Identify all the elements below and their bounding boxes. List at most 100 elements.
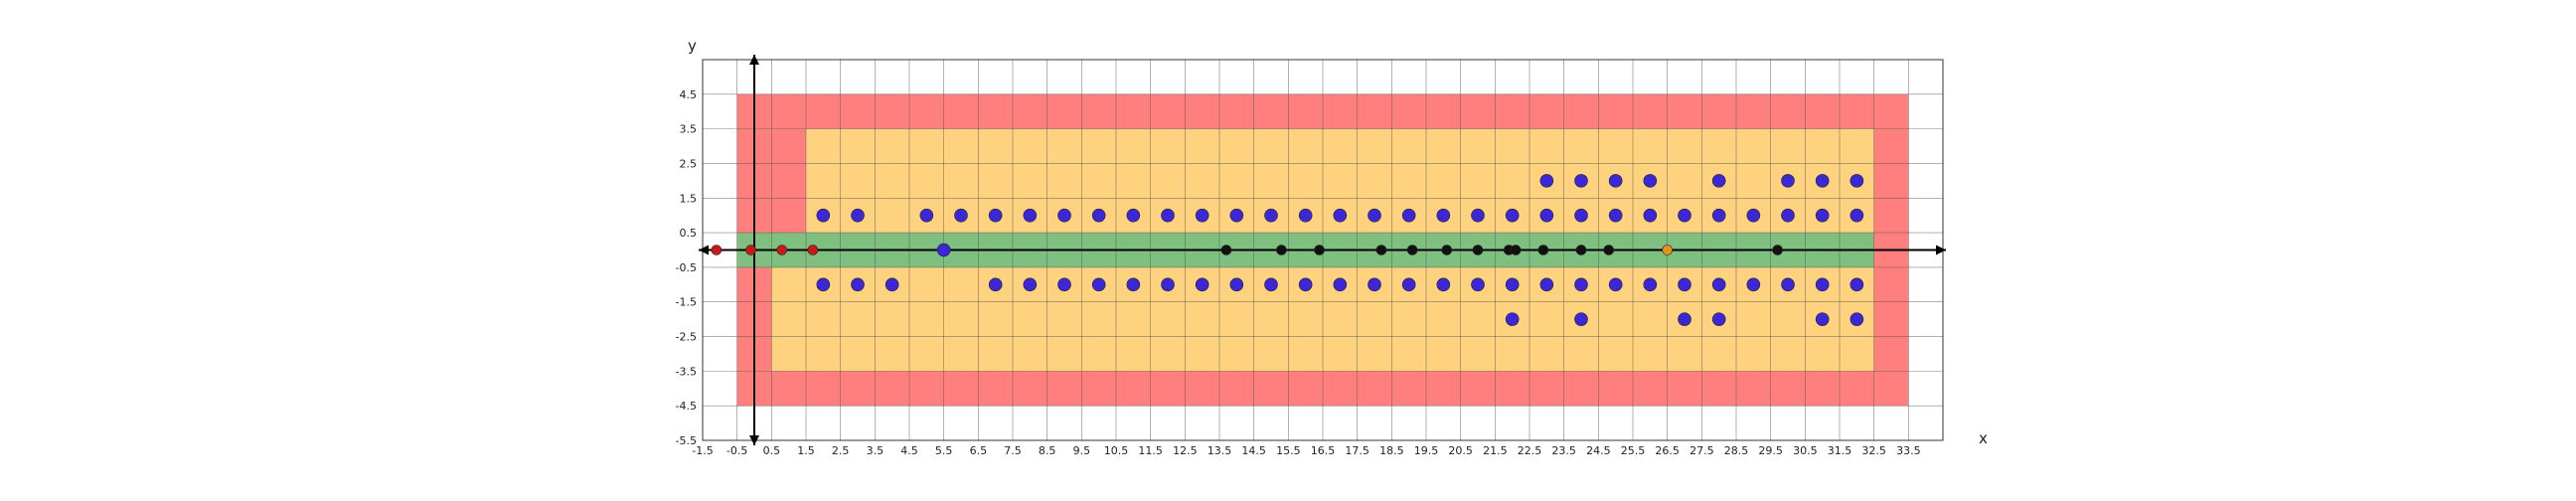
data-point [816, 208, 831, 223]
x-tick-label: 10.5 [1104, 444, 1129, 457]
data-point [1023, 208, 1038, 223]
data-point [851, 208, 865, 223]
data-point [1161, 208, 1175, 223]
data-point [1815, 174, 1830, 188]
x-tick-label: 5.5 [935, 444, 953, 457]
data-point [1333, 277, 1348, 292]
data-point [745, 245, 756, 255]
data-point [1815, 208, 1830, 223]
data-point [1091, 277, 1106, 292]
x-tick-label: 3.5 [867, 444, 885, 457]
x-tick-label: 26.5 [1655, 444, 1680, 457]
y-tick-label: -0.5 [676, 261, 697, 274]
data-point [1471, 277, 1485, 292]
data-point [851, 277, 865, 292]
data-point [1574, 174, 1588, 188]
data-point [1441, 245, 1453, 255]
y-tick-label: -1.5 [676, 296, 697, 309]
data-point [1314, 245, 1325, 255]
data-point [1608, 277, 1623, 292]
data-point [1608, 174, 1623, 188]
data-point [776, 245, 788, 255]
data-point [1711, 174, 1726, 188]
x-tick-label: 11.5 [1138, 444, 1163, 457]
data-point [1850, 174, 1864, 188]
data-point [1643, 208, 1658, 223]
data-point [1161, 277, 1175, 292]
x-tick-label: 15.5 [1276, 444, 1301, 457]
y-axis-label: y [688, 37, 697, 55]
data-point [1195, 277, 1209, 292]
data-point [1276, 245, 1287, 255]
x-axis-arrow-right [1936, 245, 1946, 255]
x-axis-label: x [1979, 429, 1988, 447]
data-point [1781, 174, 1795, 188]
points-layer [711, 174, 1864, 326]
data-point [1375, 245, 1387, 255]
data-point [1368, 208, 1381, 223]
data-point [1505, 208, 1520, 223]
y-tick-label: 1.5 [680, 192, 698, 205]
x-tick-label: 7.5 [1004, 444, 1022, 457]
data-point [1781, 208, 1795, 223]
data-point [1539, 277, 1554, 292]
x-tick-label: 24.5 [1586, 444, 1611, 457]
x-tick-label: 0.5 [763, 444, 781, 457]
data-point [1091, 208, 1106, 223]
x-axis-arrow-left [699, 245, 709, 255]
x-tick-label: 9.5 [1073, 444, 1091, 457]
data-point [1298, 277, 1313, 292]
data-point [885, 277, 899, 292]
data-point [1126, 277, 1141, 292]
data-point [1229, 208, 1244, 223]
y-axis-arrow-down [749, 435, 759, 445]
data-point [1436, 208, 1451, 223]
data-point [1057, 208, 1071, 223]
data-point [1781, 277, 1795, 292]
x-tick-label: 20.5 [1448, 444, 1473, 457]
y-tick-label: -2.5 [676, 331, 697, 344]
data-point [1264, 208, 1278, 223]
data-point [1539, 174, 1554, 188]
data-point [1472, 245, 1484, 255]
data-point [919, 208, 934, 223]
data-point [1603, 245, 1615, 255]
data-point [1195, 208, 1209, 223]
data-point [988, 208, 1003, 223]
data-point [1505, 312, 1520, 326]
data-point [1057, 277, 1071, 292]
data-point [1662, 245, 1673, 255]
data-point [1574, 277, 1588, 292]
data-point [1850, 277, 1864, 292]
data-point [936, 243, 951, 257]
x-tick-label: 31.5 [1828, 444, 1852, 457]
y-tick-label: 3.5 [680, 123, 698, 136]
data-point [1711, 277, 1726, 292]
y-tick-label: -4.5 [676, 400, 697, 413]
x-tick-label: 17.5 [1345, 444, 1369, 457]
data-point [1368, 277, 1381, 292]
data-point [1746, 277, 1761, 292]
data-point [1298, 208, 1313, 223]
data-point [1510, 245, 1522, 255]
y-tick-label: -5.5 [676, 434, 697, 447]
tick-label-layer: -1.5 -0.5 0.5 1.5 2.5 3.5 4.5 5.5 6.5 7.5 8.5 9.5 10… [676, 88, 1921, 457]
x-tick-label: 12.5 [1173, 444, 1198, 457]
data-point [988, 277, 1003, 292]
data-point [1711, 312, 1726, 326]
data-point [1539, 208, 1554, 223]
y-tick-label: -3.5 [676, 365, 697, 378]
x-tick-label: 29.5 [1758, 444, 1783, 457]
data-point [1815, 312, 1830, 326]
data-point [1772, 245, 1783, 255]
y-tick-label: 4.5 [680, 88, 698, 101]
x-tick-label: 25.5 [1621, 444, 1646, 457]
data-point [1406, 245, 1418, 255]
data-point [1505, 277, 1520, 292]
x-tick-label: -1.5 [692, 444, 713, 457]
data-point [1746, 208, 1761, 223]
data-point [711, 245, 723, 255]
x-tick-label: 18.5 [1379, 444, 1404, 457]
data-point [1574, 312, 1588, 326]
